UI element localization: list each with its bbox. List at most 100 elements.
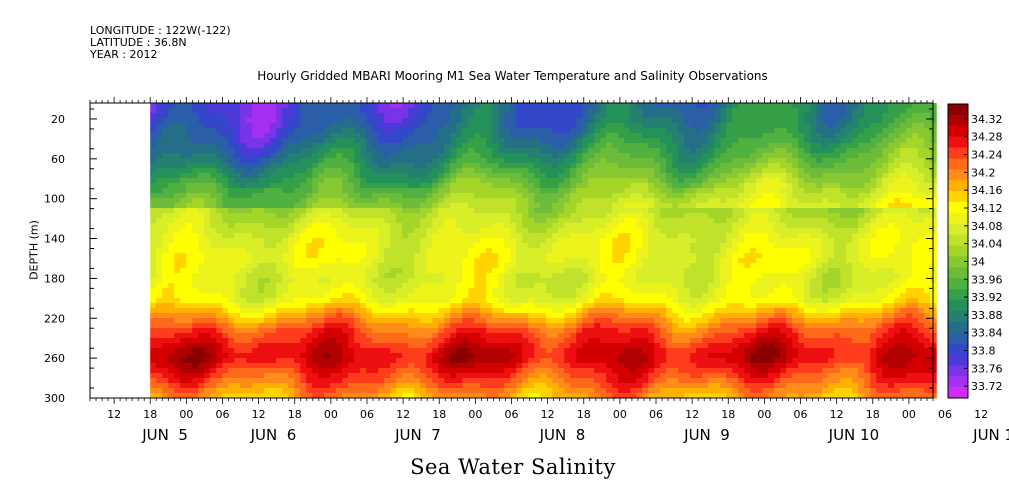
heatmap-cell bbox=[288, 103, 295, 109]
heatmap-cell bbox=[636, 278, 643, 284]
heatmap-cell bbox=[624, 278, 631, 284]
heatmap-cell bbox=[228, 108, 235, 114]
heatmap-cell bbox=[762, 288, 769, 294]
heatmap-cell bbox=[702, 188, 709, 194]
heatmap-cell bbox=[438, 143, 445, 149]
heatmap-cell bbox=[894, 253, 901, 259]
heatmap-cell bbox=[186, 133, 193, 139]
heatmap-cell bbox=[414, 138, 421, 144]
heatmap-cell bbox=[774, 218, 781, 224]
heatmap-cell bbox=[546, 243, 553, 249]
heatmap-cell bbox=[450, 248, 457, 254]
heatmap-cell bbox=[300, 153, 307, 159]
heatmap-cell bbox=[828, 263, 835, 269]
heatmap-cell bbox=[810, 263, 817, 269]
heatmap-cell bbox=[576, 238, 583, 244]
heatmap-cell bbox=[666, 213, 673, 219]
heatmap-cell bbox=[450, 228, 457, 234]
heatmap-cell bbox=[528, 258, 535, 264]
heatmap-cell bbox=[774, 173, 781, 179]
heatmap-cell bbox=[612, 153, 619, 159]
heatmap-cell bbox=[648, 198, 655, 204]
heatmap-cell bbox=[366, 193, 373, 199]
heatmap-cell bbox=[546, 198, 553, 204]
heatmap-cell bbox=[912, 103, 919, 109]
heatmap-cell bbox=[228, 178, 235, 184]
heatmap-cell bbox=[510, 163, 517, 169]
heatmap-cell bbox=[198, 168, 205, 174]
heatmap-cell bbox=[216, 203, 223, 209]
heatmap-cell bbox=[294, 283, 301, 289]
heatmap-cell bbox=[540, 128, 547, 134]
heatmap-cell bbox=[282, 173, 289, 179]
heatmap-cell bbox=[180, 163, 187, 169]
heatmap-cell bbox=[666, 248, 673, 254]
heatmap-cell bbox=[204, 178, 211, 184]
heatmap-cell bbox=[540, 173, 547, 179]
heatmap-cell bbox=[552, 283, 559, 289]
heatmap-cell bbox=[858, 253, 865, 259]
heatmap-cell bbox=[426, 118, 433, 124]
heatmap-cell bbox=[342, 203, 349, 209]
heatmap-cell bbox=[726, 263, 733, 269]
heatmap-cell bbox=[876, 238, 883, 244]
heatmap-cell bbox=[588, 138, 595, 144]
heatmap-cell bbox=[162, 288, 169, 294]
heatmap-cell bbox=[570, 223, 577, 229]
heatmap-cell bbox=[678, 153, 685, 159]
heatmap-cell bbox=[492, 278, 499, 284]
heatmap-cell bbox=[546, 253, 553, 259]
heatmap-cell bbox=[318, 268, 325, 274]
heatmap-cell bbox=[654, 203, 661, 209]
heatmap-cell bbox=[174, 283, 181, 289]
heatmap-cell bbox=[390, 178, 397, 184]
heatmap-cell bbox=[396, 253, 403, 259]
heatmap-cell bbox=[852, 208, 859, 214]
heatmap-cell bbox=[354, 258, 361, 264]
heatmap-cell bbox=[372, 278, 379, 284]
heatmap-cell bbox=[234, 288, 241, 294]
heatmap-cell bbox=[552, 218, 559, 224]
heatmap-cell bbox=[330, 148, 337, 154]
heatmap-cell bbox=[432, 233, 439, 239]
heatmap-cell bbox=[186, 233, 193, 239]
heatmap-cell bbox=[720, 208, 727, 214]
heatmap-cell bbox=[918, 253, 925, 259]
heatmap-cell bbox=[906, 108, 913, 114]
heatmap-cell bbox=[912, 168, 919, 174]
heatmap-cell bbox=[450, 203, 457, 209]
heatmap-cell bbox=[312, 178, 319, 184]
heatmap-cell bbox=[528, 208, 535, 214]
heatmap-cell bbox=[504, 248, 511, 254]
heatmap-cell bbox=[912, 133, 919, 139]
heatmap-cell bbox=[540, 268, 547, 274]
heatmap-cell bbox=[342, 243, 349, 249]
heatmap-cell bbox=[552, 273, 559, 279]
heatmap-cell bbox=[846, 158, 853, 164]
heatmap-cell bbox=[780, 173, 787, 179]
heatmap-cell bbox=[270, 123, 277, 129]
heatmap-cell bbox=[360, 178, 367, 184]
heatmap-cell bbox=[492, 118, 499, 124]
heatmap-cell bbox=[810, 273, 817, 279]
heatmap-cell bbox=[528, 133, 535, 139]
heatmap-cell bbox=[360, 158, 367, 164]
heatmap-cell bbox=[288, 153, 295, 159]
heatmap-cell bbox=[882, 258, 889, 264]
heatmap-cell bbox=[696, 138, 703, 144]
heatmap-cell bbox=[894, 158, 901, 164]
heatmap-cell bbox=[168, 168, 175, 174]
heatmap-cell bbox=[924, 108, 931, 114]
heatmap-cell bbox=[360, 173, 367, 179]
heatmap-cell bbox=[276, 238, 283, 244]
heatmap-cell bbox=[618, 238, 625, 244]
heatmap-cell bbox=[240, 258, 247, 264]
heatmap-cell bbox=[924, 248, 931, 254]
heatmap-cell bbox=[258, 278, 265, 284]
heatmap-cell bbox=[624, 198, 631, 204]
heatmap-cell bbox=[204, 168, 211, 174]
heatmap-cell bbox=[366, 208, 373, 214]
heatmap-cell bbox=[738, 278, 745, 284]
heatmap-cell bbox=[342, 238, 349, 244]
heatmap-cell bbox=[594, 198, 601, 204]
